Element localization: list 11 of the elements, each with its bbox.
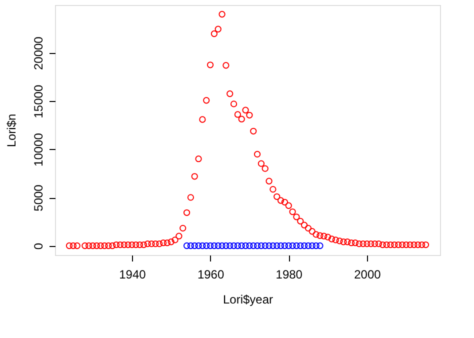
y-tick-label: 5000 (32, 184, 46, 212)
y-tick-label: 10000 (32, 132, 46, 166)
x-tick-label: 1960 (197, 268, 224, 282)
y-tick-label: 20000 (32, 36, 46, 70)
y-tick-label: 0 (32, 242, 46, 250)
x-axis-title: Lori$year (222, 292, 274, 306)
x-tick-label: 1980 (276, 268, 303, 282)
y-axis-title: Lori$n (4, 114, 18, 148)
x-tick-label: 2000 (354, 268, 382, 282)
x-tick-label: 1940 (119, 268, 146, 282)
y-tick-label: 15000 (32, 84, 46, 118)
